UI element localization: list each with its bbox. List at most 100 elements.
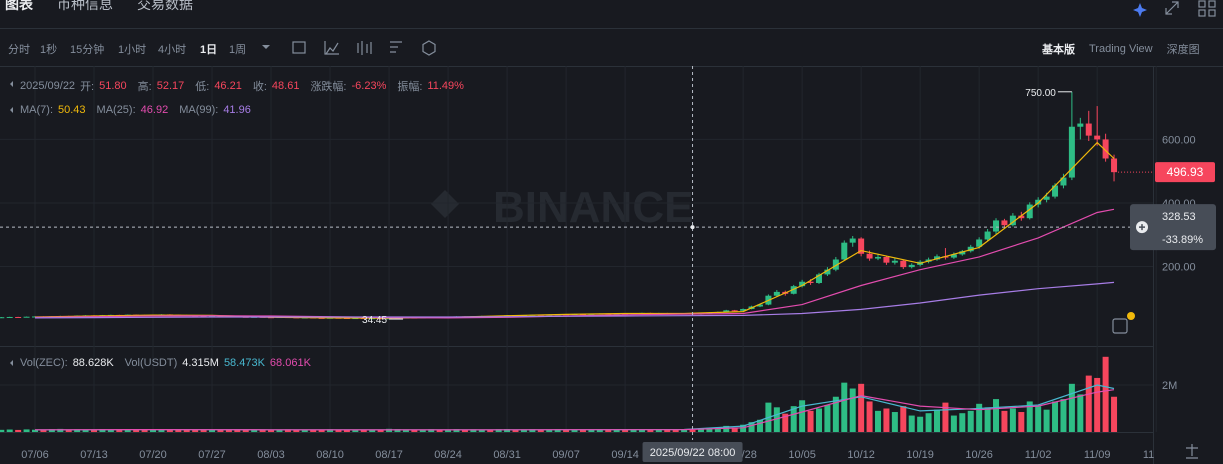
icon-scale[interactable] — [1186, 444, 1198, 459]
candle-body — [967, 246, 974, 252]
intervals[interactable]: 分时 1秒 15分钟 1小时 4小时 1日 1周 — [8, 41, 259, 57]
views[interactable]: 基本版 Trading View 深度图 — [1042, 41, 1200, 57]
view[interactable]: 深度图 — [1166, 44, 1200, 56]
volume-bar — [546, 429, 553, 432]
volume-bar — [563, 429, 570, 432]
view[interactable]: Trading View — [1089, 43, 1153, 55]
volume-bar — [166, 429, 173, 432]
volume-bar — [731, 427, 738, 432]
volume-bar — [537, 429, 544, 432]
volume-bar — [706, 427, 713, 432]
volume-bar — [588, 429, 595, 432]
crosshair-date-box — [642, 442, 743, 462]
toolbar-icons[interactable] — [10, 0, 1216, 459]
ma-label: MA(7): — [20, 104, 53, 116]
tabs[interactable]: 图表 币种信息 交易数据 — [5, 0, 193, 14]
candle-body — [15, 316, 22, 318]
x-tick-label: 07/27 — [198, 449, 226, 461]
tab[interactable]: 图表 — [5, 0, 33, 12]
candle-body — [824, 269, 831, 275]
volume-bar — [116, 429, 123, 432]
x-tick-label: 08/31 — [493, 449, 521, 461]
collapse[interactable] — [10, 81, 13, 87]
volume-bar — [74, 429, 81, 432]
candle-body — [950, 254, 957, 258]
volume-bar — [1085, 375, 1092, 432]
low-label: 34.45 — [362, 315, 387, 326]
candle-body — [723, 310, 730, 312]
volume-bar — [225, 429, 232, 432]
info-value: -6.23% — [351, 80, 387, 92]
interval[interactable]: 1秒 — [40, 44, 58, 56]
candle-body — [993, 220, 1000, 232]
interval[interactable]: 4小时 — [158, 44, 187, 56]
interval[interactable]: 1日 — [200, 44, 218, 56]
volume-bar — [124, 429, 131, 432]
volume-bar — [504, 429, 511, 432]
icon-alert[interactable] — [1112, 318, 1128, 334]
interval[interactable]: 15分钟 — [70, 44, 105, 56]
info-label: 收: — [252, 81, 267, 93]
volume-bar — [217, 429, 224, 432]
volume-bar — [158, 428, 165, 432]
ma-label: MA(99): — [179, 104, 219, 116]
volume-bar — [242, 429, 249, 432]
x-tick-label: 08/10 — [316, 449, 344, 461]
high-label: 750.00 — [1025, 88, 1056, 99]
icon-settings[interactable] — [390, 41, 402, 53]
x-tick-label: 09/07 — [552, 449, 580, 461]
candle-body — [6, 316, 13, 318]
icon-draw[interactable] — [324, 41, 339, 55]
collapse[interactable] — [10, 107, 13, 113]
volume-bar — [773, 407, 780, 432]
icon-ai[interactable] — [1133, 3, 1147, 17]
volume-bar — [1094, 377, 1101, 432]
icon-indicator[interactable] — [292, 41, 306, 54]
tab[interactable]: 交易数据 — [137, 0, 193, 12]
candle-body — [1026, 204, 1033, 219]
volume-bar — [1043, 409, 1050, 432]
volume-bar — [327, 429, 334, 432]
volume-bar — [1111, 396, 1118, 432]
icon-grid[interactable] — [1208, 0, 1216, 8]
candle-body — [1111, 158, 1118, 173]
collapse[interactable] — [10, 360, 13, 366]
interval[interactable]: 1小时 — [118, 44, 147, 56]
dropdown[interactable] — [262, 45, 270, 49]
candle-body — [815, 274, 822, 283]
x-tick-label: 10/05 — [788, 449, 816, 461]
interval[interactable]: 1周 — [229, 44, 247, 56]
volume-bar — [529, 429, 536, 432]
volume-bar — [1052, 401, 1059, 432]
icon-expand[interactable] — [1165, 1, 1179, 15]
tab[interactable]: 币种信息 — [57, 0, 113, 12]
icon-grid[interactable] — [1208, 9, 1216, 17]
x-tick-label: 11/09 — [1084, 449, 1111, 461]
volume-bar — [1077, 394, 1084, 432]
candle-body — [891, 260, 898, 263]
volume-bar — [310, 429, 317, 432]
icon-grid[interactable] — [1198, 9, 1206, 17]
info-label: 开: — [80, 81, 95, 93]
vol-value: 88.628K — [72, 357, 114, 369]
volume-bar — [934, 409, 941, 432]
crosshair-change: -33.89% — [1162, 234, 1203, 246]
icon-more[interactable] — [422, 40, 436, 56]
view[interactable]: 基本版 — [1042, 44, 1075, 56]
volume-bar — [723, 425, 730, 432]
icon-candle[interactable] — [357, 41, 372, 55]
volume-bar — [883, 408, 890, 432]
volume-bar — [150, 429, 157, 432]
volume-bar — [40, 430, 47, 432]
volume-bar — [293, 429, 300, 432]
volume-bar — [655, 429, 662, 432]
candle-body — [1043, 196, 1050, 200]
candle-body — [1052, 185, 1059, 197]
volume-bar — [343, 429, 350, 432]
interval[interactable]: 分时 — [8, 44, 30, 56]
candle-body — [1018, 215, 1025, 219]
vol-label: Vol(ZEC): — [20, 357, 68, 369]
icon-grid[interactable] — [1198, 0, 1206, 8]
